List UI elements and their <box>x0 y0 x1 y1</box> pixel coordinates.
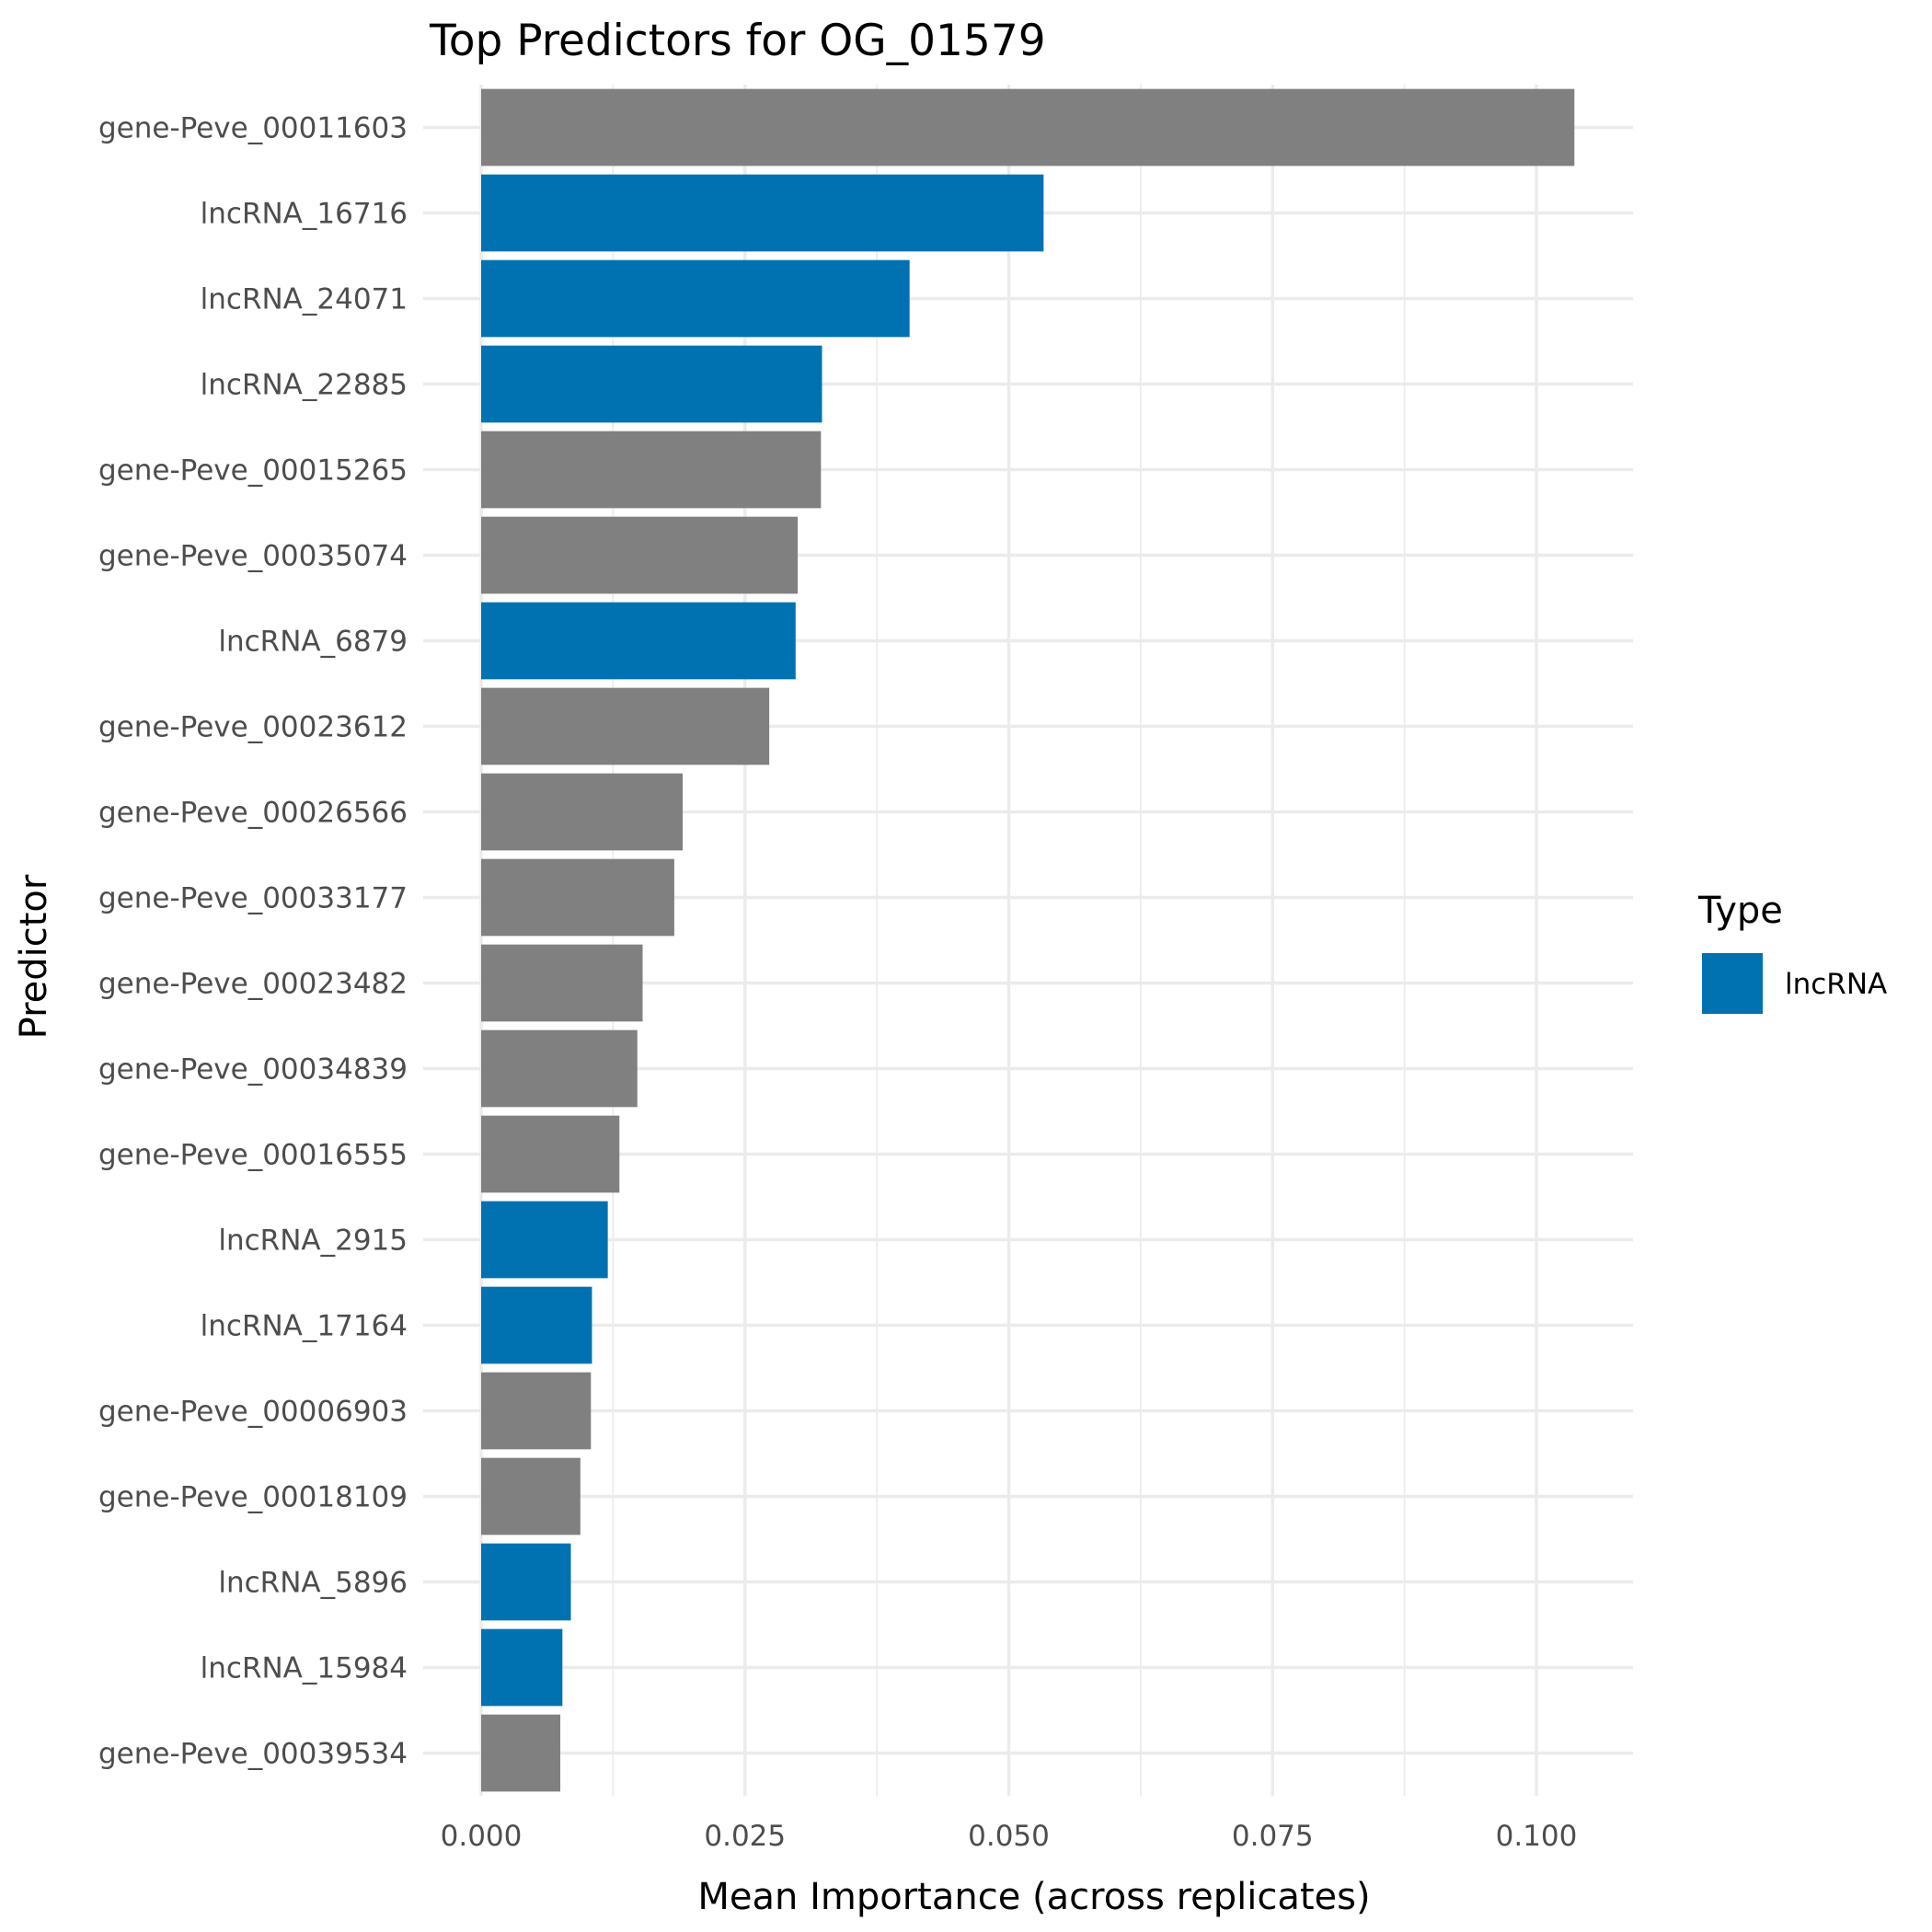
y-tick-label: gene-Peve_00016555 <box>98 1139 408 1172</box>
x-tick-label: 0.050 <box>968 1820 1050 1853</box>
bar-gene-Peve_00016555 <box>481 1115 620 1193</box>
y-tick-label: gene-Peve_00023482 <box>98 968 408 1001</box>
x-axis-title: Mean Importance (across replicates) <box>697 1876 1370 1918</box>
bar-lncRNA_5896 <box>481 1543 571 1621</box>
bar-lncRNA_22885 <box>481 345 822 423</box>
bar-gene-Peve_00033177 <box>481 858 674 937</box>
bar-lncRNA_16716 <box>481 174 1044 252</box>
x-tick-label: 0.075 <box>1232 1820 1314 1853</box>
bar-lncRNA_15984 <box>481 1628 563 1707</box>
bar-gene-Peve_00018109 <box>481 1457 581 1535</box>
y-tick-label: gene-Peve_00018109 <box>98 1481 408 1514</box>
y-tick-label: gene-Peve_00039534 <box>98 1738 408 1771</box>
minor-gridlines <box>612 85 1406 1796</box>
y-tick-label: lncRNA_6879 <box>218 626 408 659</box>
y-tick-label: gene-Peve_00033177 <box>98 882 408 915</box>
bar-gene-Peve_00015265 <box>481 431 822 509</box>
bar-lncRNA_24071 <box>481 259 910 338</box>
y-axis-title: Predictor <box>13 874 55 1039</box>
legend-swatch-lncrna <box>1702 953 1763 1014</box>
bar-lncRNA_17164 <box>481 1286 592 1364</box>
y-tick-label: lncRNA_2915 <box>218 1225 408 1258</box>
bar-gene-Peve_00034839 <box>481 1029 638 1108</box>
y-tick-label: lncRNA_24071 <box>201 283 408 316</box>
y-tick-label: gene-Peve_00011603 <box>98 112 408 145</box>
bar-gene-Peve_00026566 <box>481 773 684 851</box>
bars <box>481 88 1575 1792</box>
y-tick-label: gene-Peve_00026566 <box>98 797 408 830</box>
bar-gene-Peve_00039534 <box>481 1714 561 1792</box>
y-tick-label: lncRNA_16716 <box>201 198 408 231</box>
bar-lncRNA_6879 <box>481 602 796 680</box>
bar-lncRNA_2915 <box>481 1201 608 1279</box>
bar-gene-Peve_00011603 <box>481 88 1575 167</box>
y-tick-label: gene-Peve_00023612 <box>98 711 408 744</box>
legend-title: Type <box>1697 890 1783 932</box>
x-tick-label: 0.025 <box>704 1820 786 1853</box>
y-tick-label: lncRNA_22885 <box>201 369 408 402</box>
chart-title: Top Predictors for OG_01579 <box>429 16 1046 66</box>
legend-label-lncrna: lncRNA <box>1785 968 1887 1001</box>
x-tick-label: 0.100 <box>1496 1820 1578 1853</box>
y-tick-label: gene-Peve_00034839 <box>98 1053 408 1087</box>
bar-gene-Peve_00006903 <box>481 1372 592 1450</box>
y-axis-tick-labels: gene-Peve_00011603 lncRNA_16716 lncRNA_240… <box>98 112 408 1771</box>
y-tick-label: lncRNA_5896 <box>218 1567 408 1600</box>
y-tick-label: gene-Peve_00035074 <box>98 540 408 573</box>
bar-gene-Peve_00023612 <box>481 687 770 765</box>
y-tick-label: gene-Peve_00006903 <box>98 1396 408 1429</box>
major-gridlines <box>423 85 1633 1796</box>
y-tick-label: lncRNA_17164 <box>201 1310 408 1343</box>
x-tick-label: 0.000 <box>441 1820 523 1853</box>
bar-gene-Peve_00035074 <box>481 516 799 594</box>
x-axis-tick-labels: 0.000 0.025 0.050 0.075 0.100 <box>441 1820 1578 1853</box>
legend: Type lncRNA <box>1697 890 1887 1014</box>
y-tick-label: lncRNA_15984 <box>201 1652 408 1685</box>
bar-gene-Peve_00023482 <box>481 944 643 1022</box>
y-tick-label: gene-Peve_00015265 <box>98 454 408 488</box>
